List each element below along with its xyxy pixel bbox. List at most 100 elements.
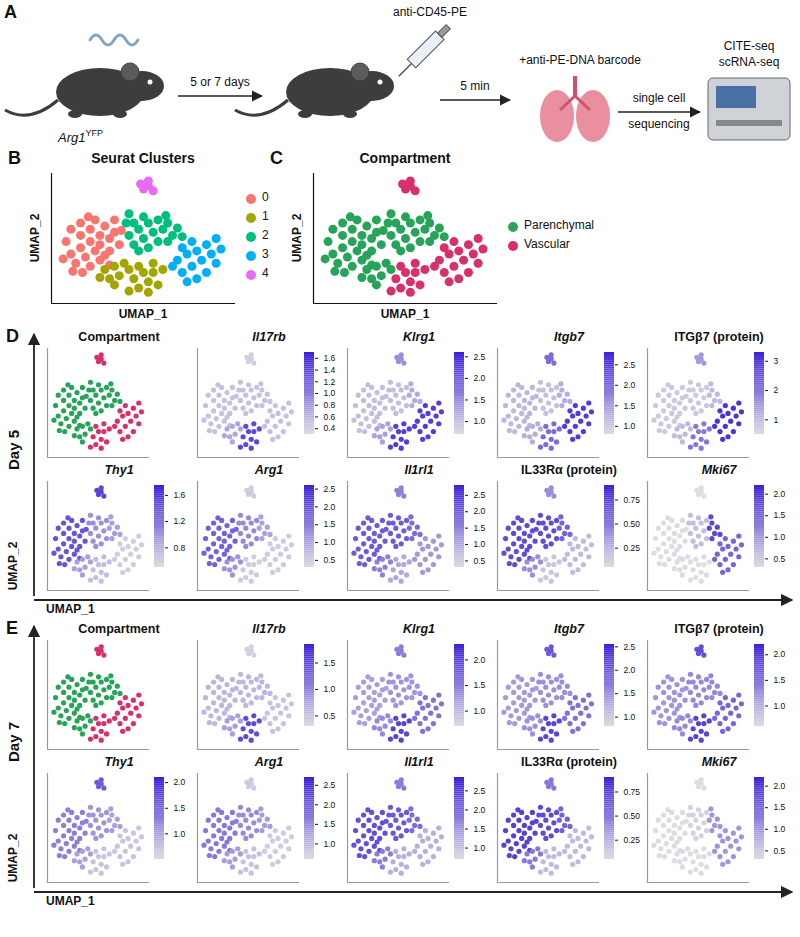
svg-text:anti-CD45-PE: anti-CD45-PE	[393, 5, 467, 19]
svg-text:sequencing: sequencing	[628, 117, 689, 131]
svg-text:1.0: 1.0	[174, 829, 186, 839]
html-text:UMAP_2: UMAP_2	[6, 541, 21, 591]
html-text:Compartment: Compartment	[78, 330, 160, 344]
svg-text:1.6: 1.6	[174, 490, 186, 500]
html-text:Il1rl1: Il1rl1	[404, 463, 434, 477]
svg-text:0.5: 0.5	[474, 556, 486, 566]
svg-text:2.5: 2.5	[624, 360, 636, 370]
svg-text:2: 2	[774, 385, 779, 395]
svg-text:2.0: 2.0	[624, 380, 636, 390]
svg-text:1.5: 1.5	[774, 510, 786, 520]
svg-text:2.0: 2.0	[174, 777, 186, 787]
svg-text:0.6: 0.6	[324, 412, 336, 422]
svg-text:2.0: 2.0	[474, 373, 486, 383]
html-text:Itgb7: Itgb7	[554, 330, 584, 344]
svg-text:1.2: 1.2	[174, 516, 186, 526]
svg-text:2.5: 2.5	[474, 352, 486, 362]
svg-text:+anti-PE-DNA barcode: +anti-PE-DNA barcode	[519, 53, 641, 67]
svg-text:0.25: 0.25	[624, 543, 641, 553]
svg-text:0.50: 0.50	[624, 519, 641, 529]
html-text:Il17rb: Il17rb	[252, 330, 286, 344]
svg-text:1.5: 1.5	[624, 688, 636, 698]
svg-text:1.5: 1.5	[324, 658, 336, 668]
svg-text:1.5: 1.5	[624, 401, 636, 411]
html-text:Parenchymal: Parenchymal	[524, 218, 594, 232]
html-text:Day 5: Day 5	[5, 429, 23, 470]
svg-text:1.0: 1.0	[324, 839, 336, 849]
svg-text:1.0: 1.0	[324, 537, 336, 547]
html-text:UMAP_2: UMAP_2	[6, 833, 21, 883]
html-text:UMAP_1: UMAP_1	[118, 307, 168, 321]
svg-text:Arg1YFP: Arg1YFP	[57, 128, 103, 145]
svg-text:0.50: 0.50	[624, 811, 641, 821]
svg-text:1.0: 1.0	[774, 701, 786, 711]
html-text:Arg1: Arg1	[254, 463, 284, 477]
svg-text:1.0: 1.0	[474, 416, 486, 426]
svg-text:1: 1	[774, 415, 779, 425]
svg-text:0.8: 0.8	[324, 400, 336, 410]
html-text:ITGβ7 (protein): ITGβ7 (protein)	[674, 330, 764, 344]
svg-text:2.5: 2.5	[624, 642, 636, 652]
svg-text:1.5: 1.5	[324, 819, 336, 829]
svg-text:0.4: 0.4	[324, 423, 336, 433]
svg-text:2.5: 2.5	[324, 780, 336, 790]
svg-text:2.0: 2.0	[324, 502, 336, 512]
svg-text:5 min: 5 min	[460, 79, 489, 93]
svg-text:1.5: 1.5	[774, 802, 786, 812]
svg-text:1.0: 1.0	[624, 712, 636, 722]
svg-text:0.8: 0.8	[174, 543, 186, 553]
svg-text:2.5: 2.5	[474, 490, 486, 500]
svg-text:2.5: 2.5	[324, 484, 336, 494]
svg-text:1.0: 1.0	[324, 388, 336, 398]
svg-text:single cell: single cell	[633, 91, 686, 105]
svg-text:1.5: 1.5	[474, 824, 486, 834]
svg-text:2.0: 2.0	[474, 506, 486, 516]
svg-text:1.0: 1.0	[474, 706, 486, 716]
svg-text:scRNA-seq: scRNA-seq	[719, 55, 780, 69]
svg-text:2.0: 2.0	[774, 489, 786, 499]
svg-text:0.5: 0.5	[324, 711, 336, 721]
svg-text:2.0: 2.0	[624, 665, 636, 675]
svg-text:2.0: 2.0	[474, 655, 486, 665]
svg-text:1.0: 1.0	[774, 532, 786, 542]
svg-text:1.0: 1.0	[774, 824, 786, 834]
svg-text:1.5: 1.5	[474, 680, 486, 690]
html-text:Day 7: Day 7	[5, 721, 23, 762]
html-text:IL33Rα (protein): IL33Rα (protein)	[521, 463, 617, 477]
svg-text:0.5: 0.5	[324, 555, 336, 565]
svg-text:CITE-seq: CITE-seq	[724, 39, 775, 53]
html-text:Thy1: Thy1	[104, 463, 134, 477]
svg-text:0.75: 0.75	[624, 787, 641, 797]
svg-text:1.0: 1.0	[624, 421, 636, 431]
svg-text:1.0: 1.0	[474, 843, 486, 853]
svg-text:3: 3	[774, 356, 779, 366]
svg-text:1.6: 1.6	[324, 353, 336, 363]
svg-text:1.5: 1.5	[474, 395, 486, 405]
svg-text:5 or 7 days: 5 or 7 days	[190, 75, 249, 89]
svg-text:1.2: 1.2	[324, 377, 336, 387]
svg-text:1.4: 1.4	[324, 365, 336, 375]
svg-text:0.75: 0.75	[624, 495, 641, 505]
svg-text:2.0: 2.0	[774, 649, 786, 659]
svg-text:0.5: 0.5	[774, 846, 786, 856]
svg-text:1.0: 1.0	[324, 684, 336, 694]
svg-text:2.0: 2.0	[324, 800, 336, 810]
html-text:Compartment: Compartment	[359, 150, 451, 166]
html-text:Klrg1: Klrg1	[403, 330, 435, 344]
svg-text:1.5: 1.5	[774, 675, 786, 685]
html-text:Vascular: Vascular	[524, 237, 570, 251]
svg-text:1.5: 1.5	[174, 803, 186, 813]
svg-text:0.25: 0.25	[624, 835, 641, 845]
svg-text:1.0: 1.0	[474, 539, 486, 549]
svg-text:2.5: 2.5	[474, 786, 486, 796]
svg-text:1.5: 1.5	[474, 523, 486, 533]
svg-text:2.0: 2.0	[774, 781, 786, 791]
svg-text:2.0: 2.0	[474, 805, 486, 815]
html-text:UMAP_1: UMAP_1	[46, 602, 95, 616]
html-text:UMAP_2: UMAP_2	[290, 213, 305, 263]
html-text:UMAP_2: UMAP_2	[28, 213, 43, 263]
svg-text:0.5: 0.5	[774, 554, 786, 564]
html-text:UMAP_1: UMAP_1	[380, 307, 430, 321]
svg-text:1.5: 1.5	[324, 519, 336, 529]
html-text:Seurat Clusters: Seurat Clusters	[91, 150, 195, 166]
